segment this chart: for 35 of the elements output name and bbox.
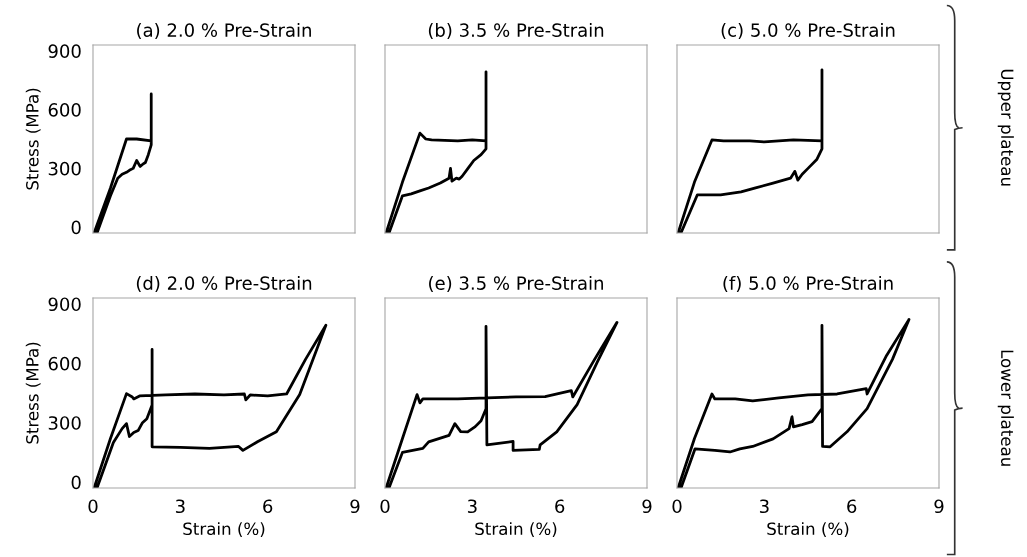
chart-title: (b) 3.5 % Pre-Strain bbox=[428, 22, 604, 40]
x-tick-label: 9 bbox=[350, 499, 360, 514]
x-tick-label: 9 bbox=[934, 499, 944, 514]
x-axis-title: Strain (%) bbox=[183, 522, 265, 537]
x-tick-label: 0 bbox=[380, 499, 390, 514]
y-tick-label: 0 bbox=[71, 475, 81, 490]
chart-title: (f) 5.0 % Pre-Strain bbox=[723, 275, 893, 293]
y-tick-label: 900 bbox=[48, 44, 81, 58]
line-series bbox=[93, 323, 328, 488]
y-tick-label: 0 bbox=[71, 220, 81, 235]
y-tick-label: 900 bbox=[48, 297, 81, 312]
x-tick-label: 3 bbox=[467, 499, 477, 514]
chart-title: (c) 5.0 % Pre-Strain bbox=[721, 22, 895, 40]
x-tick-label: 0 bbox=[88, 499, 98, 514]
chart-title: (e) 3.5 % Pre-Strain bbox=[429, 275, 603, 293]
x-axis-title: Strain (%) bbox=[767, 522, 849, 537]
y-tick-label: 600 bbox=[48, 356, 81, 371]
text: Upper plateau bbox=[997, 69, 1014, 186]
line-series bbox=[93, 92, 153, 233]
y-axis-title: Stress (MPa) bbox=[25, 342, 41, 444]
chart-title: (d) 2.0 % Pre-Strain bbox=[136, 275, 312, 293]
y-tick-label: 300 bbox=[48, 161, 81, 176]
x-tick-label: 9 bbox=[642, 499, 652, 514]
x-axis-title: Strain (%) bbox=[475, 522, 557, 537]
x-tick-label: 3 bbox=[759, 499, 769, 514]
y-tick-label: 600 bbox=[48, 103, 81, 117]
x-tick-label: 6 bbox=[555, 499, 565, 514]
text: Lower plateau bbox=[997, 350, 1014, 466]
x-tick-label: 3 bbox=[175, 499, 185, 514]
y-tick-label: 300 bbox=[48, 416, 81, 430]
chart-title: (a) 2.0 % Pre-Strain bbox=[137, 22, 311, 40]
x-tick-label: 0 bbox=[672, 499, 682, 514]
y-axis-title: Stress (MPa) bbox=[25, 88, 41, 190]
x-tick-label: 6 bbox=[263, 499, 273, 514]
x-tick-label: 6 bbox=[847, 499, 857, 514]
